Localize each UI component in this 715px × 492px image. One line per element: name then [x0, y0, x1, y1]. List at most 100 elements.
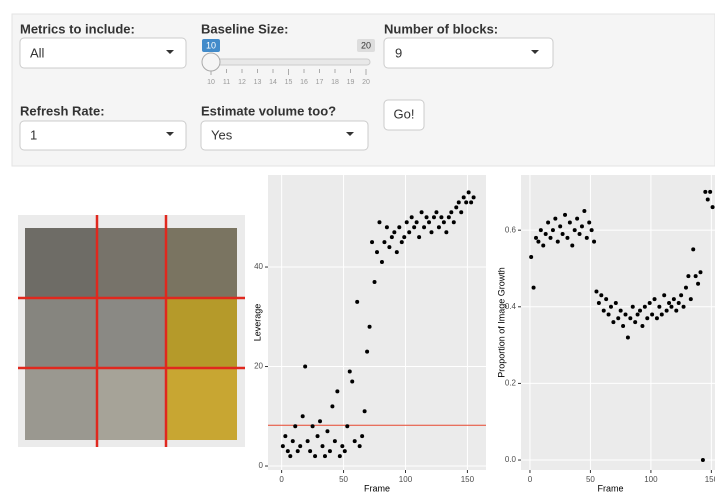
- point: [640, 324, 644, 328]
- x-tick-label: 50: [586, 475, 595, 484]
- point: [430, 230, 434, 234]
- point: [358, 444, 362, 448]
- point: [592, 240, 596, 244]
- point: [563, 213, 567, 217]
- blocks-select[interactable]: [384, 38, 553, 68]
- point: [415, 220, 419, 224]
- point: [706, 198, 710, 202]
- plot-panel: [521, 175, 715, 470]
- chart: 0.00.20.40.6050100150FrameProportion of …: [496, 175, 715, 492]
- x-tick-label: 50: [339, 475, 348, 484]
- point: [301, 414, 305, 418]
- point: [544, 232, 548, 236]
- point: [529, 255, 533, 259]
- app: Metrics to include: All Baseline Size: 1…: [0, 0, 715, 492]
- point: [425, 215, 429, 219]
- x-tick-label: 0: [279, 475, 284, 484]
- slider-tick-label: 18: [331, 79, 339, 86]
- point: [532, 286, 536, 290]
- point: [677, 301, 681, 305]
- point: [407, 230, 411, 234]
- point: [573, 228, 577, 232]
- point: [607, 312, 611, 316]
- point: [432, 215, 436, 219]
- point: [682, 305, 686, 309]
- slider-track[interactable]: [209, 59, 370, 65]
- point: [382, 240, 386, 244]
- point: [643, 305, 647, 309]
- slider-tick-label: 11: [223, 79, 230, 86]
- point: [420, 210, 424, 214]
- point: [546, 221, 550, 225]
- point: [427, 220, 431, 224]
- slider-handle[interactable]: [202, 53, 220, 71]
- point: [662, 293, 666, 297]
- point: [633, 320, 637, 324]
- y-tick-label: 0.4: [505, 302, 517, 311]
- point: [340, 444, 344, 448]
- block-image: [18, 215, 245, 447]
- x-tick-label: 0: [528, 475, 533, 484]
- point: [368, 325, 372, 329]
- point: [286, 449, 290, 453]
- tile: [97, 298, 166, 368]
- x-tick-label: 100: [399, 475, 413, 484]
- blocks-label: Number of blocks:: [384, 21, 498, 36]
- point: [449, 210, 453, 214]
- point: [570, 243, 574, 247]
- point: [410, 215, 414, 219]
- point: [313, 454, 317, 458]
- go-button-label: Go!: [394, 106, 415, 121]
- point: [338, 454, 342, 458]
- slider-tick-label: 19: [347, 79, 355, 86]
- metrics-select[interactable]: [20, 38, 186, 68]
- point: [447, 215, 451, 219]
- point: [323, 454, 327, 458]
- point: [377, 220, 381, 224]
- point: [303, 365, 307, 369]
- slider-value: 10: [206, 40, 216, 50]
- point: [689, 297, 693, 301]
- point: [402, 235, 406, 239]
- point: [534, 236, 538, 240]
- point: [655, 316, 659, 320]
- point: [558, 224, 562, 228]
- y-tick-label: 20: [254, 362, 263, 371]
- refresh-select[interactable]: [20, 121, 186, 150]
- point: [405, 220, 409, 224]
- tile: [25, 368, 97, 440]
- point: [568, 221, 572, 225]
- point: [395, 250, 399, 254]
- point: [422, 225, 426, 229]
- x-tick-label: 150: [461, 475, 475, 484]
- slider-max: 20: [361, 40, 371, 50]
- tile: [97, 368, 166, 440]
- point: [628, 316, 632, 320]
- x-axis-title: Frame: [597, 483, 623, 492]
- point: [281, 444, 285, 448]
- point: [626, 335, 630, 339]
- point: [350, 379, 354, 383]
- blocks-value: 9: [395, 45, 402, 60]
- point: [602, 309, 606, 313]
- y-tick-label: 0.2: [505, 379, 517, 388]
- point: [553, 217, 557, 221]
- point: [536, 240, 540, 244]
- y-axis-title: Proportion of Image Growth: [496, 267, 506, 378]
- point: [648, 301, 652, 305]
- point: [599, 293, 603, 297]
- point: [672, 297, 676, 301]
- point: [360, 434, 364, 438]
- point: [288, 454, 292, 458]
- point: [657, 305, 661, 309]
- point: [653, 297, 657, 301]
- point: [614, 301, 618, 305]
- point: [711, 205, 715, 209]
- point: [363, 409, 367, 413]
- slider-tick-label: 14: [269, 79, 277, 86]
- point: [694, 274, 698, 278]
- point: [459, 210, 463, 214]
- point: [667, 301, 671, 305]
- point: [412, 225, 416, 229]
